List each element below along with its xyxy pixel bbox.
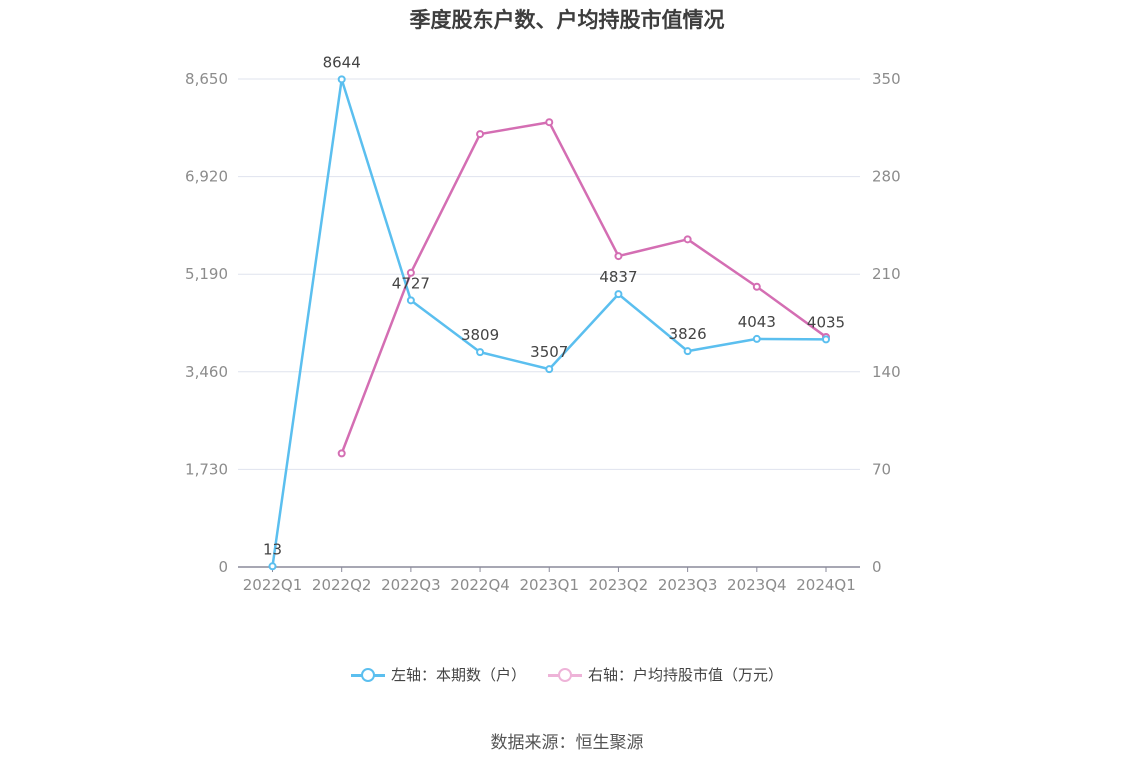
x-tick-label: 2023Q3 [658, 576, 718, 594]
data-point-right [476, 130, 485, 139]
data-label: 3809 [461, 326, 499, 344]
x-tick-label: 2023Q1 [519, 576, 579, 594]
data-point-left [614, 290, 623, 299]
series-line-right [340, 120, 827, 454]
left-tick-label: 5,190 [185, 265, 228, 283]
series-lines [268, 75, 830, 571]
right-tick-label: 350 [872, 70, 901, 88]
x-tick-label: 2022Q3 [381, 576, 441, 594]
x-axis-ticks: 2022Q1 2022Q2 2022Q3 2022Q4 2023Q1 2023Q2 2023… [243, 567, 856, 594]
data-point-left [752, 334, 761, 343]
data-label: 4837 [599, 268, 637, 286]
right-axis-ticks: 0 70 140 210 280 350 [872, 70, 901, 576]
right-tick-label: 140 [872, 363, 901, 381]
data-point-left [545, 365, 554, 374]
data-point-right [406, 268, 415, 277]
x-tick-label: 2022Q4 [450, 576, 510, 594]
left-tick-label: 3,460 [185, 363, 228, 381]
data-labels: 13 8644 4727 3809 3507 4837 3826 4043 4035 [263, 53, 845, 558]
data-label: 4035 [807, 313, 845, 331]
left-axis-ticks: 0 1,730 3,460 5,190 6,920 8,650 [185, 70, 228, 576]
left-tick-label: 1,730 [185, 460, 228, 478]
x-tick-label: 2023Q4 [727, 576, 787, 594]
data-point-right [337, 449, 346, 458]
data-point-right [614, 252, 623, 261]
x-tick-label: 2023Q2 [589, 576, 649, 594]
data-label: 3826 [669, 325, 707, 343]
left-tick-label: 0 [218, 558, 228, 576]
legend-label-right: 右轴：户均持股市值（万元） [588, 666, 784, 684]
x-tick-label: 2022Q1 [243, 576, 303, 594]
left-tick-label: 6,920 [185, 168, 228, 186]
data-point-left [476, 348, 485, 357]
data-point-right [752, 282, 761, 291]
data-label: 3507 [530, 343, 568, 361]
right-tick-label: 210 [872, 265, 901, 283]
data-label: 4043 [738, 313, 776, 331]
source-note: 数据来源：恒生聚源 [490, 733, 644, 753]
legend-item-left-series[interactable]: 左轴：本期数（户） [350, 664, 526, 685]
x-tick-label: 2024Q1 [796, 576, 856, 594]
legend-swatch-pink [548, 667, 582, 682]
data-label: 8644 [323, 53, 361, 71]
data-point-right [545, 118, 554, 127]
data-label: 4727 [392, 274, 430, 292]
legend-label-left: 左轴：本期数（户） [390, 666, 526, 684]
right-tick-label: 70 [872, 460, 891, 478]
data-point-left [822, 335, 830, 344]
data-label: 13 [263, 540, 282, 558]
data-point-left [683, 347, 692, 356]
left-tick-label: 8,650 [185, 70, 228, 88]
right-tick-label: 0 [872, 558, 882, 576]
data-point-left [337, 75, 346, 84]
right-tick-label: 280 [872, 168, 901, 186]
chart-title: 季度股东户数、户均持股市值情况 [409, 8, 725, 32]
legend-item-right-series[interactable]: 右轴：户均持股市值（万元） [548, 664, 783, 685]
data-point-left [406, 296, 415, 305]
legend: 左轴：本期数（户） 右轴：户均持股市值（万元） [0, 664, 1134, 685]
legend-swatch-blue [350, 667, 385, 682]
data-point-left [268, 562, 277, 571]
data-point-right [683, 235, 692, 244]
x-tick-label: 2022Q2 [312, 576, 372, 594]
